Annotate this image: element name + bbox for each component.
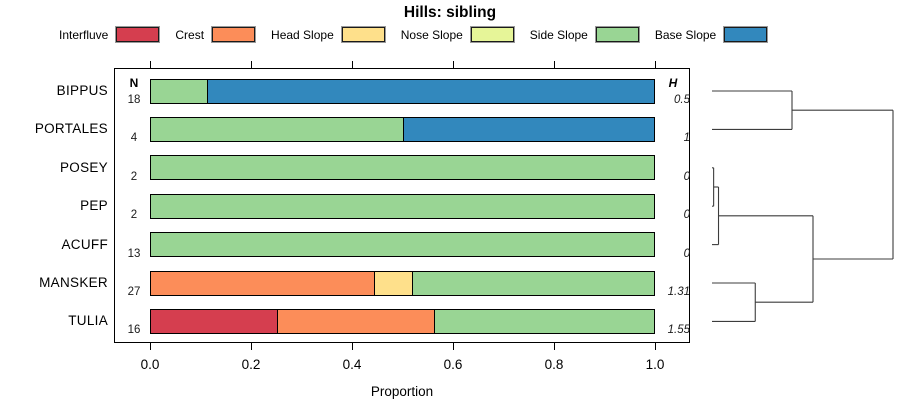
bar-segment: [412, 271, 654, 295]
stacked-bar: [150, 232, 655, 258]
top-axis-tick: [352, 61, 353, 68]
category-label: BIPPUS: [56, 83, 108, 98]
n-value: 2: [130, 209, 138, 222]
category-label: PEP: [80, 198, 108, 214]
bar-segment: [151, 156, 654, 180]
stacked-bar: [150, 193, 655, 219]
category-label: TULIA: [68, 313, 108, 329]
bar-segment: [151, 79, 207, 103]
legend-item: Nose Slope: [401, 27, 514, 42]
x-tick-label: 0.2: [241, 357, 261, 372]
bottom-axis-tick: [251, 343, 252, 350]
legend-label: Side Slope: [529, 27, 588, 42]
bar-segment: [276, 309, 434, 333]
x-tick-label: 1.0: [645, 357, 665, 372]
n-value: 27: [127, 286, 141, 298]
h-value: 1: [683, 132, 690, 145]
h-value: 1.55: [667, 324, 690, 337]
legend-label: Base Slope: [654, 27, 717, 42]
top-axis-tick: [554, 61, 555, 68]
legend-item: Interfluve: [59, 27, 160, 42]
stacked-bar: [150, 116, 655, 142]
h-value: 0: [683, 209, 690, 222]
h-value: 0.5: [674, 94, 690, 106]
bar-segment: [151, 309, 277, 333]
bottom-axis-tick: [554, 343, 555, 350]
h-value: 1.31: [667, 286, 690, 298]
top-axis-tick: [251, 61, 252, 68]
n-column-header: N: [129, 76, 139, 90]
legend-swatch: [724, 27, 768, 42]
n-value: 18: [127, 94, 141, 106]
bar-segment: [402, 117, 654, 141]
bottom-axis-tick: [453, 343, 454, 350]
legend-item: Head Slope: [271, 27, 385, 42]
legend-swatch: [212, 27, 256, 42]
legend-item: Base Slope: [654, 27, 768, 42]
stacked-bar: [150, 270, 655, 296]
category-label: MANSKER: [39, 275, 108, 290]
legend-item: Side Slope: [530, 27, 639, 42]
bar-segment: [151, 194, 654, 218]
stacked-bar: [150, 78, 655, 104]
dendrogram: [712, 90, 894, 322]
n-value: 13: [127, 247, 141, 260]
bar-segment: [151, 233, 654, 257]
top-axis-tick: [655, 61, 656, 68]
bar-segment: [206, 79, 654, 103]
top-axis-tick: [453, 61, 454, 68]
bar-segment: [151, 117, 403, 141]
legend-swatch: [341, 27, 385, 42]
legend-label: Crest: [175, 27, 205, 42]
x-tick-label: 0.8: [544, 357, 564, 372]
category-label: PORTALES: [34, 121, 108, 137]
h-value: 0: [683, 170, 690, 183]
legend-swatch: [470, 27, 514, 42]
bar-segment: [374, 271, 413, 295]
top-axis-tick: [150, 61, 151, 68]
legend-label: Interfluve: [59, 27, 109, 42]
stacked-bar: [150, 308, 655, 334]
x-tick-label: 0.0: [140, 357, 160, 372]
bar-segment: [433, 309, 654, 333]
legend-label: Nose Slope: [400, 27, 463, 42]
bottom-axis-tick: [655, 343, 656, 350]
x-axis-title: Proportion: [370, 384, 434, 399]
x-tick-label: 0.6: [443, 357, 463, 372]
bottom-axis-tick: [352, 343, 353, 350]
legend-label: Head Slope: [271, 27, 334, 42]
x-tick-label: 0.4: [342, 357, 362, 372]
bottom-axis-tick: [150, 343, 151, 350]
n-value: 2: [130, 170, 138, 183]
n-value: 4: [130, 132, 138, 145]
bar-segment: [151, 271, 375, 295]
chart-title: Hills: sibling: [403, 4, 497, 21]
h-value: 0: [683, 247, 690, 260]
category-label: ACUFF: [61, 236, 108, 252]
legend: Interfluve Crest Head Slope Nose Slope Side …: [59, 27, 768, 42]
legend-swatch: [116, 27, 160, 42]
legend-swatch: [595, 27, 639, 42]
legend-item: Crest: [175, 27, 256, 42]
stacked-bar: [150, 155, 655, 181]
h-column-header: H: [668, 76, 678, 90]
category-label: POSEY: [59, 159, 108, 175]
n-value: 16: [127, 324, 141, 337]
